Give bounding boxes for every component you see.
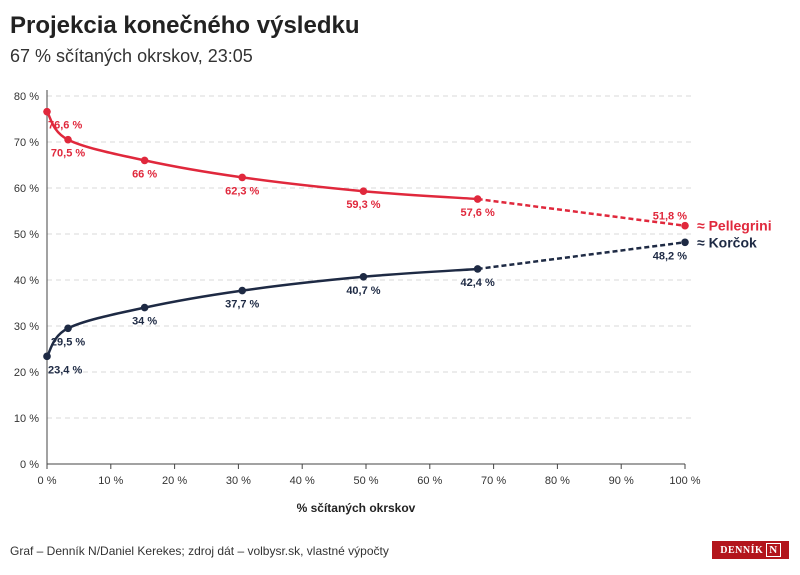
data-label: 42,4 % [461,277,495,289]
data-point [140,156,149,165]
y-tick-label: 70 % [14,137,39,149]
x-tick-label: 40 % [290,475,315,487]
y-tick-label: 40 % [14,275,39,287]
y-tick-label: 80 % [14,91,39,103]
dennik-n-logo[interactable]: DENNÍK N [712,541,789,559]
data-point [64,324,72,333]
y-tick-label: 60 % [14,183,39,195]
data-point [473,265,482,273]
data-label: 70,5 % [51,148,85,160]
x-tick-label: 90 % [609,475,634,487]
data-label: 76,6 % [48,120,82,132]
data-label: 62,3 % [225,185,259,197]
series-label: ≈ Pellegrini [697,218,772,234]
logo-mark: N [766,543,781,557]
x-axis-title: % sčítaných okrskov [297,501,416,515]
x-tick-label: 100 % [669,475,700,487]
x-tick-label: 50 % [353,475,378,487]
data-point [64,135,72,144]
data-label: 57,6 % [461,207,495,219]
source-note: Graf – Denník N/Daniel Kerekes; zdroj dá… [10,544,389,558]
data-point [43,352,51,361]
y-tick-label: 20 % [14,367,39,379]
y-tick-label: 50 % [14,229,39,241]
data-point [238,286,247,295]
data-label: 40,7 % [346,285,380,297]
series-line [45,110,478,201]
data-label: 48,2 % [653,250,687,262]
data-label: 37,7 % [225,299,259,311]
projection-line [477,241,686,271]
projection-line [477,197,686,227]
data-point [359,187,368,196]
data-point [681,238,689,247]
data-label: 66 % [132,168,157,180]
data-label: 51,8 % [653,211,687,223]
x-tick-label: 70 % [481,475,506,487]
data-label: 59,3 % [346,199,380,211]
data-point [140,303,149,312]
x-tick-label: 20 % [162,475,187,487]
series-line [45,267,478,358]
x-tick-label: 60 % [417,475,442,487]
x-tick-label: 80 % [545,475,570,487]
x-tick-label: 30 % [226,475,251,487]
series-label: ≈ Korčok [697,234,757,250]
x-tick-label: 10 % [98,475,123,487]
data-label: 34 % [132,316,157,328]
y-tick-label: 0 % [20,459,39,471]
data-point [473,195,482,203]
data-label: 23,4 % [48,364,82,376]
data-label: 29,5 % [51,336,85,348]
y-tick-label: 30 % [14,321,39,333]
data-point [359,272,368,281]
data-point [681,221,689,230]
logo-text: DENNÍK [720,544,764,556]
data-point [43,107,51,116]
x-tick-label: 0 % [38,475,57,487]
chart-subtitle: 67 % sčítaných okrskov, 23:05 [10,46,253,66]
chart-title: Projekcia konečného výsledku [10,12,360,39]
data-point [238,173,247,182]
y-tick-label: 10 % [14,413,39,425]
